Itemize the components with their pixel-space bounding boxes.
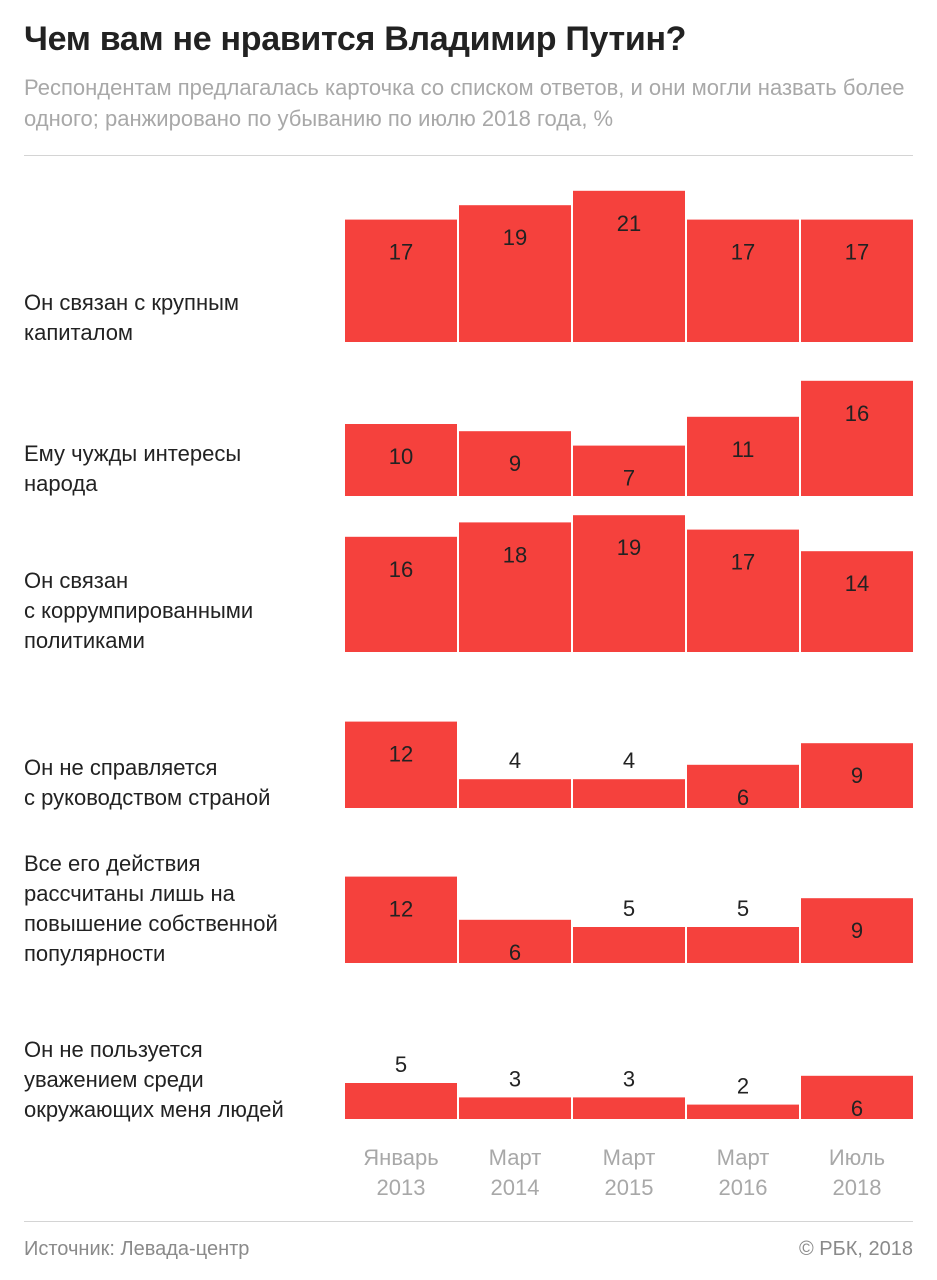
x-tick-jan-2013: Январь 2013 bbox=[363, 1145, 439, 1200]
bar-row3-jul-2018 bbox=[801, 551, 913, 652]
x-tick-mar-2014: Март 2014 bbox=[488, 1145, 542, 1200]
bar-row1-jan-2013 bbox=[345, 219, 457, 342]
bar-row1-jul-2018 bbox=[801, 219, 913, 342]
row-label-popularity: Все его действия рассчитаны лишь на повы… bbox=[24, 851, 278, 966]
value-label-row6-jul-2018: 6 bbox=[851, 1096, 863, 1121]
value-label-row3-mar-2016: 17 bbox=[731, 550, 755, 575]
bar-row6-mar-2015 bbox=[573, 1097, 685, 1119]
bar-row3-mar-2016 bbox=[687, 529, 799, 652]
value-label-row3-mar-2015: 19 bbox=[617, 535, 641, 560]
value-label-row2-mar-2015: 7 bbox=[623, 466, 635, 491]
value-label-row1-mar-2016: 17 bbox=[731, 240, 755, 265]
bar-row2-jan-2013 bbox=[345, 424, 457, 496]
value-label-row5-mar-2014: 6 bbox=[509, 940, 521, 965]
bar-row3-mar-2014 bbox=[459, 522, 571, 652]
value-label-row1-jul-2018: 17 bbox=[845, 240, 869, 265]
value-label-row2-jan-2013: 10 bbox=[389, 444, 413, 469]
bar-chart: 17 19 21 17 17 10 9 7 11 16 16 18 19 17 14 12 4 4 6 9 12 6 5 5 9… bbox=[345, 190, 913, 1121]
value-label-row4-jul-2018: 9 bbox=[851, 763, 863, 788]
bar-row4-jul-2018 bbox=[801, 743, 913, 808]
value-label-row4-mar-2015: 4 bbox=[623, 748, 635, 773]
bar-row5-mar-2014 bbox=[459, 919, 571, 963]
bottom-divider bbox=[24, 1221, 913, 1222]
value-label-row3-jan-2013: 16 bbox=[389, 557, 413, 582]
value-label-row4-mar-2016: 6 bbox=[737, 785, 749, 810]
value-label-row6-mar-2016: 2 bbox=[737, 1074, 749, 1099]
bar-row5-jan-2013 bbox=[345, 876, 457, 963]
x-tick-jul-2018: Июль 2018 bbox=[828, 1145, 886, 1200]
bar-row5-jul-2018 bbox=[801, 898, 913, 963]
bar-row4-mar-2016 bbox=[687, 764, 799, 808]
bar-row6-mar-2016 bbox=[687, 1104, 799, 1119]
row-label-interests: Ему чужды интересы народа bbox=[24, 441, 242, 496]
source-note: Источник: Левада-центр bbox=[24, 1238, 250, 1260]
bar-row4-jan-2013 bbox=[345, 721, 457, 808]
value-label-row2-jul-2018: 16 bbox=[845, 401, 869, 426]
bar-row2-jul-2018 bbox=[801, 380, 913, 496]
x-tick-mar-2015: Март 2015 bbox=[602, 1145, 656, 1200]
value-label-row3-mar-2014: 18 bbox=[503, 542, 527, 567]
bar-row4-mar-2015 bbox=[573, 779, 685, 808]
top-divider bbox=[24, 155, 913, 156]
value-label-row1-mar-2014: 19 bbox=[503, 225, 527, 250]
bar-row2-mar-2016 bbox=[687, 416, 799, 496]
value-label-row6-jan-2013: 5 bbox=[395, 1052, 407, 1077]
chart-title: Чем вам не нравится Владимир Путин? bbox=[24, 20, 687, 58]
bar-row2-mar-2015 bbox=[573, 445, 685, 496]
x-tick-mar-2016: Март 2016 bbox=[716, 1145, 770, 1200]
bar-row5-mar-2015 bbox=[573, 927, 685, 963]
row-label-respect: Он не пользуется уважением среди окружаю… bbox=[24, 1037, 284, 1122]
value-label-row5-mar-2016: 5 bbox=[737, 896, 749, 921]
copyright: © РБК, 2018 bbox=[798, 1238, 913, 1260]
value-label-row4-mar-2014: 4 bbox=[509, 748, 521, 773]
value-label-row5-jan-2013: 12 bbox=[389, 897, 413, 922]
value-label-row1-mar-2015: 21 bbox=[617, 211, 641, 236]
value-label-row3-jul-2018: 14 bbox=[845, 571, 869, 596]
value-label-row1-jan-2013: 17 bbox=[389, 240, 413, 265]
value-label-row2-mar-2016: 11 bbox=[732, 437, 755, 462]
value-label-row5-mar-2015: 5 bbox=[623, 896, 635, 921]
bar-row1-mar-2016 bbox=[687, 219, 799, 342]
bar-row4-mar-2014 bbox=[459, 779, 571, 808]
value-label-row2-mar-2014: 9 bbox=[509, 451, 521, 476]
value-label-row6-mar-2015: 3 bbox=[623, 1066, 635, 1091]
value-label-row5-jul-2018: 9 bbox=[851, 918, 863, 943]
row-label-corrupt: Он связан с коррумпированными политиками bbox=[24, 568, 254, 653]
bar-row6-mar-2014 bbox=[459, 1097, 571, 1119]
value-label-row4-jan-2013: 12 bbox=[389, 742, 413, 767]
bar-row6-jan-2013 bbox=[345, 1083, 457, 1119]
chart-subtitle: Респондентам предлагалась карточка со сп… bbox=[24, 75, 905, 131]
bar-row2-mar-2014 bbox=[459, 431, 571, 496]
row-label-capital: Он связан с крупным капиталом bbox=[24, 290, 240, 345]
bar-row1-mar-2014 bbox=[459, 205, 571, 342]
value-label-row6-mar-2014: 3 bbox=[509, 1066, 521, 1091]
bar-row5-mar-2016 bbox=[687, 927, 799, 963]
bar-row3-mar-2015 bbox=[573, 515, 685, 652]
row-label-governance: Он не справляется с руководством страной bbox=[24, 755, 271, 810]
bar-row3-jan-2013 bbox=[345, 536, 457, 652]
bar-row1-mar-2015 bbox=[573, 190, 685, 342]
bar-row6-jul-2018 bbox=[801, 1075, 913, 1119]
